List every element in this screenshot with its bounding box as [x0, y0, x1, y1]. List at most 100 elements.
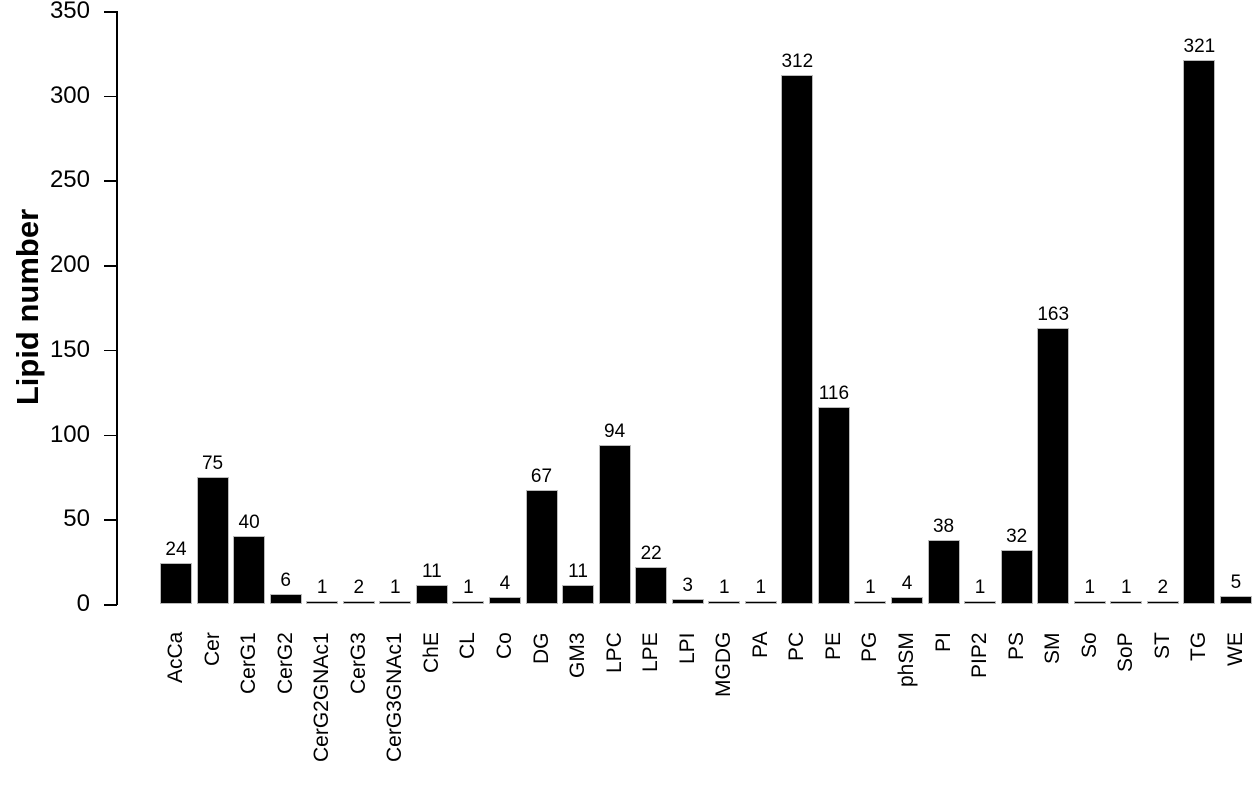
y-tick-label: 150: [49, 335, 90, 363]
bar-WE: [1219, 595, 1252, 604]
x-tick-label: LPC: [602, 632, 626, 673]
value-label: 1: [1121, 577, 1132, 598]
y-tick: [104, 349, 117, 352]
bar-CL: [452, 601, 485, 604]
y-tick: [104, 519, 117, 521]
value-label: 1: [865, 577, 876, 598]
value-label: 22: [640, 542, 662, 564]
bar-CerG2: [269, 593, 302, 604]
bar-PI: [927, 539, 960, 604]
value-label: 163: [1037, 303, 1070, 325]
value-label: 5: [1230, 571, 1242, 593]
y-tick: [104, 95, 117, 98]
value-label: 312: [781, 51, 814, 73]
value-label: 2: [353, 576, 365, 598]
x-tick-label: So: [1077, 632, 1101, 658]
bar-DG: [525, 490, 558, 604]
bar-PG: [854, 601, 887, 604]
x-tick-label: PE: [821, 631, 845, 660]
value-label: 32: [1006, 525, 1028, 547]
x-tick-label: ChE: [419, 632, 443, 673]
value-label: 1: [1084, 577, 1096, 598]
value-label: 1: [463, 577, 474, 598]
value-label: 94: [604, 420, 626, 442]
bar-CerG3: [342, 600, 375, 604]
x-tick-label: MGDG: [712, 631, 736, 697]
y-tick-label: 200: [49, 251, 90, 279]
value-label: 321: [1183, 36, 1216, 58]
value-label: 1: [390, 577, 401, 598]
bar-PS: [1000, 549, 1033, 604]
value-label: 1: [755, 577, 767, 598]
x-tick-label: PIP2: [968, 632, 992, 678]
x-tick-label: CerG2GNAc1: [310, 632, 334, 762]
bar-GM3: [562, 585, 595, 604]
x-tick-label: phSM: [895, 632, 918, 687]
x-tick-label: TG: [1187, 631, 1211, 661]
y-tick-label: 100: [49, 420, 90, 448]
value-label: 38: [932, 515, 955, 537]
bar-CerG2GNAc1: [306, 601, 339, 604]
y-tick: [104, 434, 117, 437]
bar-SoP: [1110, 601, 1143, 604]
value-label: 1: [718, 577, 730, 598]
value-label: 11: [421, 561, 442, 583]
x-tick-label: CerG3: [346, 632, 370, 694]
value-label: 67: [530, 466, 553, 488]
bar-LPI: [671, 598, 704, 604]
bar-AcCa: [160, 563, 192, 604]
bar-LPE: [635, 566, 668, 604]
value-label: 1: [974, 577, 986, 598]
y-tick: [104, 180, 117, 182]
bar-Cer: [196, 476, 229, 604]
bar-CerG3GNAc1: [379, 601, 412, 604]
x-tick-label: PG: [858, 631, 882, 662]
value-label: 40: [238, 512, 260, 534]
x-tick-label: PA: [748, 631, 772, 658]
x-tick-label: CerG2: [273, 632, 297, 694]
value-label: 6: [280, 569, 291, 591]
x-tick-label: ST: [1150, 632, 1174, 659]
x-tick-label: PC: [785, 631, 809, 661]
x-tick-label: WE: [1223, 632, 1247, 666]
x-tick-label: SM: [1041, 632, 1065, 665]
y-tick-label: 0: [76, 590, 90, 617]
y-tick-label: 350: [49, 0, 90, 24]
y-axis-line: [116, 11, 118, 605]
bar-ST: [1146, 600, 1179, 604]
bar-PA: [744, 601, 777, 604]
value-label: 4: [901, 573, 913, 595]
y-tick-label: 300: [49, 81, 90, 109]
bar-ChE: [415, 585, 448, 604]
x-tick-label: Cer: [200, 632, 224, 666]
y-tick: [104, 265, 117, 267]
value-label: 4: [499, 573, 511, 595]
bar-phSM: [891, 597, 923, 604]
y-tick: [104, 604, 117, 606]
bar-CerG1: [233, 536, 266, 604]
x-tick-label: LPI: [675, 632, 699, 664]
value-label: 11: [568, 561, 588, 583]
value-label: 116: [818, 383, 850, 405]
y-tick-label: 250: [49, 166, 90, 194]
bar-LPC: [598, 444, 631, 604]
value-label: 1: [316, 577, 328, 598]
x-tick-label: PS: [1004, 631, 1028, 660]
x-tick-label: AcCa: [164, 631, 187, 683]
x-tick-label: SoP: [1114, 632, 1138, 672]
bar-PE: [817, 407, 850, 604]
bar-PIP2: [964, 601, 997, 604]
x-tick-label: DG: [529, 632, 553, 665]
bar-TG: [1183, 60, 1216, 604]
value-label: 2: [1157, 576, 1169, 598]
bar-So: [1073, 601, 1106, 604]
x-tick-label: Co: [492, 632, 516, 659]
value-label: 24: [165, 539, 187, 561]
x-tick-label: PI: [931, 632, 955, 652]
x-tick-label: CerG1: [237, 632, 261, 694]
value-label: 3: [682, 574, 693, 596]
value-label: 75: [201, 452, 224, 474]
bar-SM: [1037, 327, 1070, 604]
x-tick-label: CL: [456, 632, 480, 659]
